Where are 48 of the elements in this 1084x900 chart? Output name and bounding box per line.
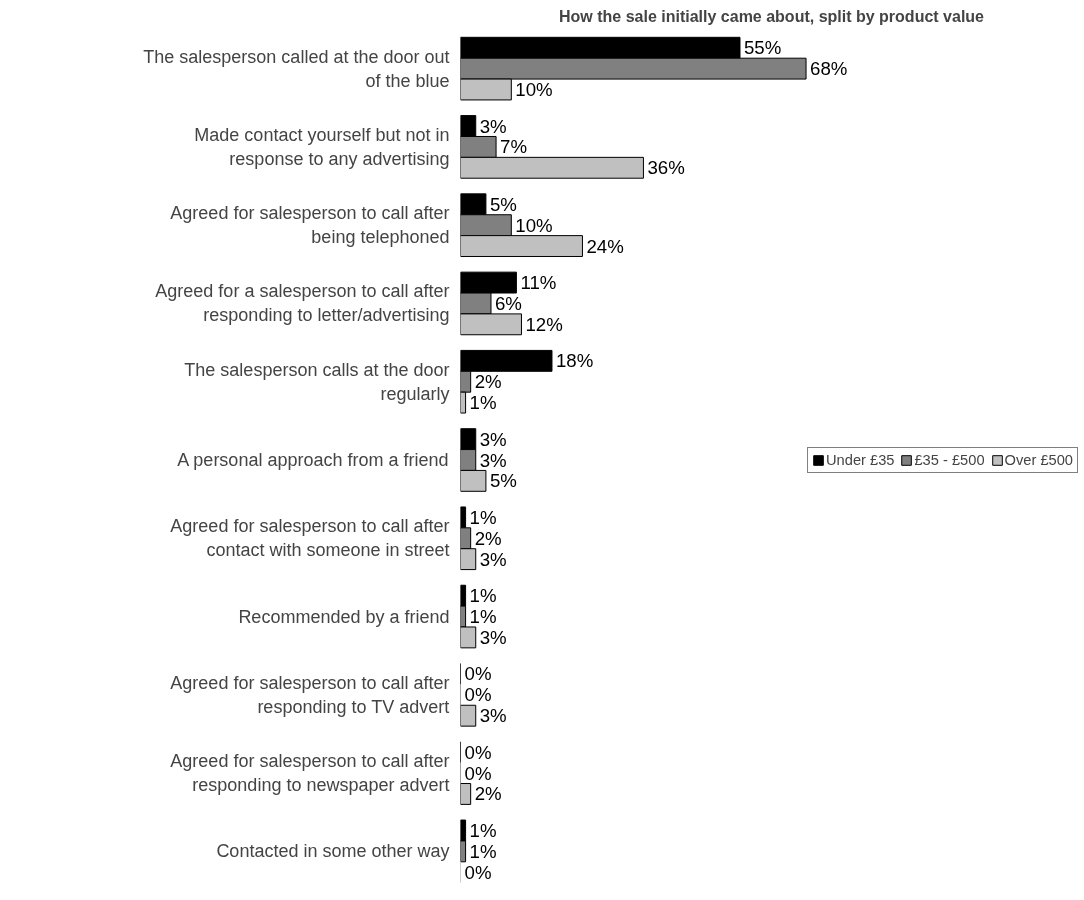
data-label: 12% [525,313,563,335]
legend-label: £35 - £500 [914,451,985,468]
data-label: 0% [464,762,492,784]
data-label: 36% [647,157,685,179]
y-tick-label: Made contact yourself but not in response to any advertising [194,124,450,169]
data-label: 0% [464,741,492,763]
data-label: 2% [474,527,502,549]
data-label: 1% [469,606,497,628]
data-label: 3% [479,705,507,727]
legend-label: Over £500 [1004,451,1073,468]
y-tick-label: The salesperson calls at the door regularly [184,359,450,404]
data-label: 3% [479,548,507,570]
data-label: 10% [515,79,553,101]
data-label: 10% [515,214,553,236]
y-tick-label: Agreed for salesperson to call after being telephoned [170,203,450,248]
data-label: 55% [743,37,782,59]
y-tick-label: A personal approach from a friend [177,450,449,470]
data-label: 0% [464,663,492,685]
data-label: 3% [479,428,507,450]
y-tick-label: Contacted in some other way [216,841,450,862]
data-label: 68% [810,58,848,80]
data-label: 1% [469,506,497,528]
data-label: 1% [469,585,497,607]
y-tick-label: Recommended by a friend [238,606,450,627]
data-label: 3% [479,449,507,471]
data-label: 2% [474,783,502,805]
data-label: 1% [469,819,497,841]
y-tick-label: The salesperson called at the door out of the blue [143,46,450,91]
y-tick-label: Agreed for a salesperson to call after responding to letter/advertising [155,281,450,326]
data-label: 24% [586,235,624,257]
data-label: 11% [520,272,557,294]
y-tick-label: Agreed for salesperson to call after responding to TV advert [170,672,450,717]
data-label: 1% [469,392,497,414]
data-label: 7% [500,136,528,158]
data-label: 18% [555,350,594,372]
data-label: 1% [469,840,497,862]
chart-title: How the sale initially came about, split by product value [559,7,985,25]
data-label: 2% [474,371,502,393]
legend-label: Under £35 [826,451,895,468]
y-tick-label: Agreed for salesperson to call after contact with someone in street [170,516,450,561]
data-label: 3% [479,115,507,137]
data-label: 0% [464,861,492,883]
data-label: 0% [464,684,492,706]
data-label: 5% [489,193,517,215]
data-label: 3% [479,626,507,648]
y-tick-label: Agreed for salesperson to call after responding to newspaper advert [170,751,450,796]
data-label: 5% [489,470,517,492]
data-label: 6% [494,292,522,314]
